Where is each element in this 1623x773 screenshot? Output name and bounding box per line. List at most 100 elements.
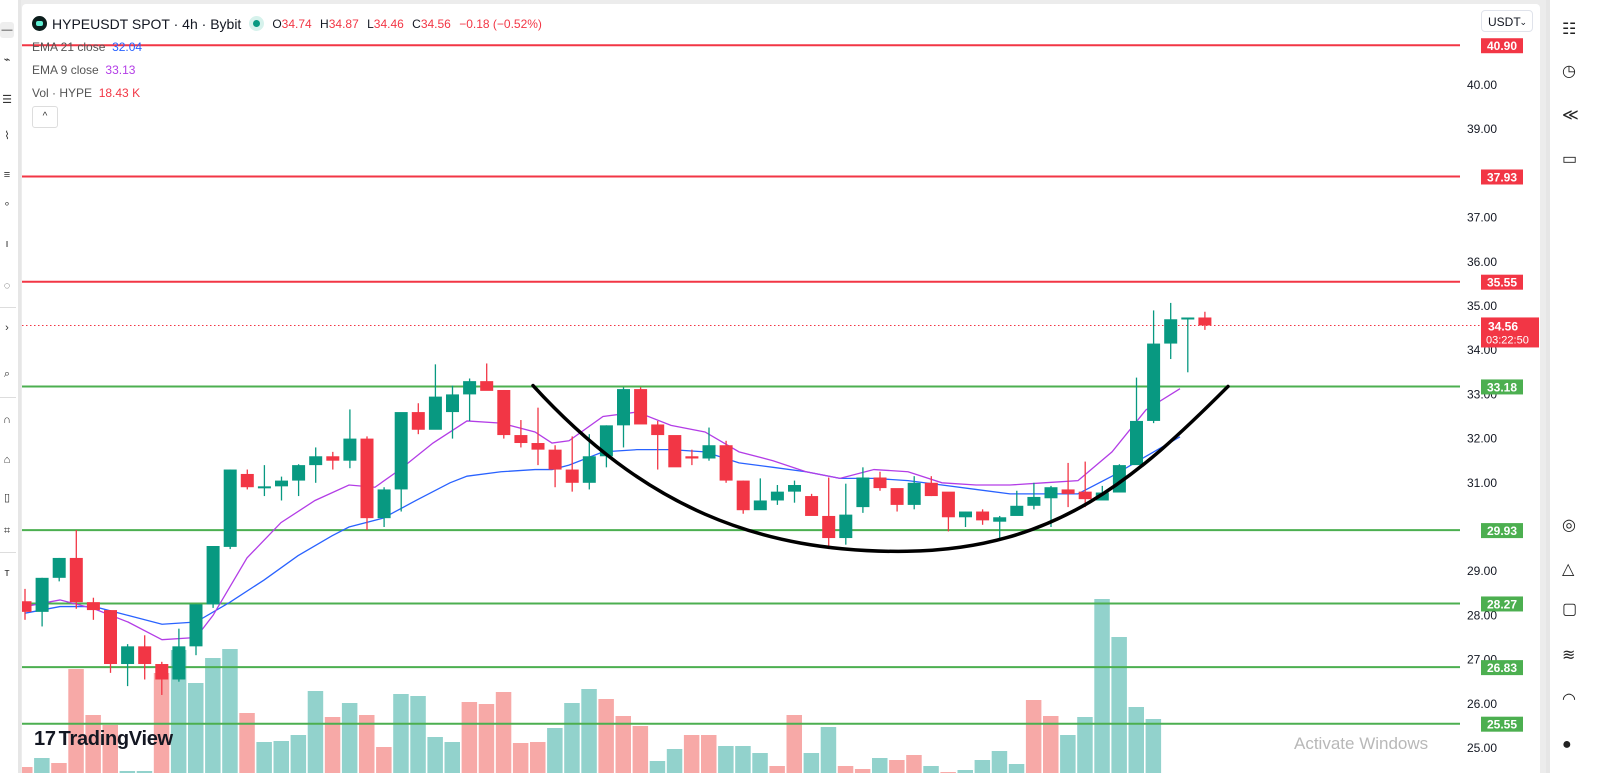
level-label: 35.55 bbox=[1487, 276, 1517, 290]
chart-pane[interactable]: 40.0039.0037.0036.0035.0034.0033.0032.00… bbox=[22, 4, 1540, 773]
candle-body bbox=[497, 389, 511, 436]
price-tick: 40.00 bbox=[1467, 78, 1497, 92]
candle-body bbox=[685, 456, 699, 459]
symbol-title[interactable]: HYPEUSDT SPOT · 4h · Bybit bbox=[52, 15, 242, 32]
eye-icon[interactable]: ▯ bbox=[3, 492, 11, 504]
volume-bar bbox=[581, 689, 597, 773]
broadcast-icon[interactable]: ≋ bbox=[1562, 647, 1576, 664]
volume-bar bbox=[256, 742, 272, 773]
open-value: 34.74 bbox=[281, 16, 312, 31]
candle-body bbox=[86, 602, 100, 611]
brush-icon[interactable]: ∘ bbox=[3, 198, 11, 210]
pattern-icon[interactable]: ⌇ bbox=[4, 130, 10, 142]
price-tick: 37.00 bbox=[1467, 211, 1497, 225]
candle-body bbox=[1164, 319, 1178, 344]
candle-body bbox=[446, 394, 459, 413]
trash-icon[interactable]: ⌗ bbox=[3, 525, 11, 537]
volume-bar bbox=[718, 746, 734, 773]
volume-bar bbox=[85, 715, 101, 773]
indicator-ema21[interactable]: EMA 21 close 32.04 bbox=[32, 35, 547, 58]
text-icon[interactable]: ı bbox=[5, 238, 9, 250]
last-price-tag bbox=[1481, 317, 1539, 348]
volume-bar bbox=[1094, 599, 1110, 773]
indicator-volume[interactable]: Vol · HYPE 18.43 K bbox=[32, 81, 547, 104]
candle-body bbox=[1181, 317, 1195, 320]
candle-body bbox=[873, 477, 887, 489]
candle-body bbox=[480, 381, 494, 391]
level-label: 37.93 bbox=[1487, 170, 1517, 184]
candle-body bbox=[292, 465, 306, 481]
price-chart[interactable]: 40.0039.0037.0036.0035.0034.0033.0032.00… bbox=[22, 4, 1540, 773]
candle-body bbox=[1198, 317, 1212, 326]
indicator-ema9[interactable]: EMA 9 close 33.13 bbox=[32, 58, 547, 81]
tradingview-mark-icon: 17 bbox=[34, 728, 56, 750]
level-tag bbox=[1481, 660, 1523, 676]
level-tag bbox=[1481, 274, 1523, 290]
tradingview-text: TradingView bbox=[58, 728, 173, 750]
triangle-icon[interactable]: △ bbox=[1562, 561, 1575, 578]
open-label: O bbox=[272, 16, 282, 31]
volume-bar bbox=[68, 669, 84, 773]
price-tick: 31.00 bbox=[1467, 476, 1497, 490]
candle-body bbox=[788, 485, 801, 492]
volume-bar bbox=[547, 728, 563, 773]
trend-line-icon[interactable]: ⌁ bbox=[3, 54, 11, 66]
magnet-icon[interactable]: ∩ bbox=[3, 414, 11, 426]
currency-select[interactable]: USDT ⌄ bbox=[1481, 10, 1533, 32]
candle-body bbox=[275, 480, 288, 487]
candle-body bbox=[976, 511, 990, 521]
horizontal-levels[interactable]: 40.90 37.93 35.55 33.18 29.93 28.27 26.83 25.55 bbox=[22, 38, 1523, 732]
candle-body bbox=[582, 456, 596, 483]
candle-body bbox=[770, 491, 784, 501]
calendar-icon[interactable]: ▢ bbox=[1562, 601, 1578, 618]
volume-bar bbox=[530, 742, 546, 773]
watchlist-icon[interactable]: ☷ bbox=[1562, 21, 1577, 38]
alert-clock-icon[interactable]: ◷ bbox=[1562, 63, 1576, 80]
candle-body bbox=[736, 480, 750, 511]
help-icon[interactable]: ● bbox=[1562, 736, 1572, 753]
target-icon[interactable]: ◎ bbox=[1562, 517, 1576, 534]
candle-body bbox=[138, 646, 152, 665]
candle-body bbox=[69, 557, 83, 603]
volume-bar bbox=[22, 767, 33, 773]
layers-icon[interactable]: ≪ bbox=[1562, 107, 1579, 124]
emoji-icon[interactable]: ◌ bbox=[3, 280, 11, 292]
volume-value: 18.43 K bbox=[98, 85, 141, 100]
cup-pattern-drawing[interactable] bbox=[531, 383, 1230, 554]
candle-body bbox=[634, 389, 648, 425]
volume-bar bbox=[444, 742, 460, 773]
prediction-icon[interactable]: ≡ bbox=[3, 169, 11, 181]
zoom-icon[interactable]: ⌕ bbox=[3, 368, 11, 380]
high-label: H bbox=[320, 16, 329, 31]
candle-body bbox=[52, 557, 66, 578]
hide-icon[interactable]: т bbox=[4, 567, 10, 579]
volume-bar bbox=[102, 725, 118, 773]
volume-bar bbox=[991, 751, 1008, 773]
volume-bar bbox=[188, 683, 204, 773]
tradingview-logo[interactable]: 17 TradingView bbox=[34, 728, 173, 751]
candle-body bbox=[1147, 343, 1161, 421]
volume-label: Vol · HYPE bbox=[32, 85, 93, 100]
level-tag bbox=[1481, 523, 1523, 539]
candle-body bbox=[428, 396, 442, 430]
level-tag bbox=[1481, 716, 1523, 732]
fib-icon[interactable]: ☰ bbox=[2, 94, 12, 106]
candle-body bbox=[22, 601, 32, 612]
ema21-value: 32.04 bbox=[112, 39, 143, 54]
candle-body bbox=[651, 424, 665, 436]
candle-body bbox=[822, 515, 836, 539]
chat-icon[interactable]: ▭ bbox=[1562, 151, 1578, 168]
market-open-icon bbox=[249, 16, 265, 31]
measure-icon[interactable]: › bbox=[5, 322, 9, 334]
symbol-row: HYPEUSDT SPOT · 4h · Bybit O34.74 H34.87… bbox=[32, 12, 547, 35]
cursor-icon[interactable]: — bbox=[0, 22, 14, 38]
ema9-source: close bbox=[70, 62, 99, 77]
price-tick: 29.00 bbox=[1467, 564, 1497, 578]
lock-icon[interactable]: ⌂ bbox=[3, 454, 11, 466]
collapse-legend-button[interactable]: ^ bbox=[32, 106, 58, 128]
volume-bar bbox=[119, 771, 136, 773]
bell-icon[interactable]: ◠ bbox=[1562, 691, 1576, 708]
bar-countdown: 03:22:50 bbox=[1486, 334, 1529, 346]
candles bbox=[22, 302, 1212, 695]
volume-bar bbox=[649, 761, 666, 773]
